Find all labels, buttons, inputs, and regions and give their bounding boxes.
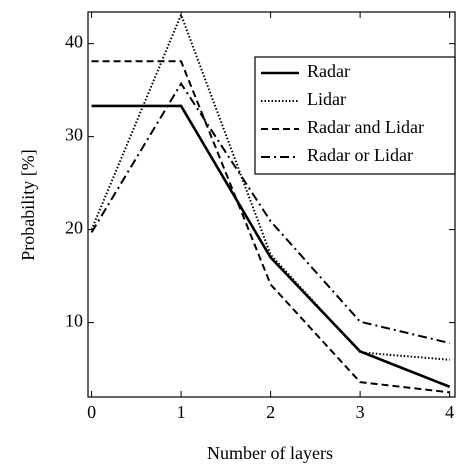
x-tick-label: 3 <box>356 402 365 422</box>
x-tick-label: 1 <box>177 402 186 422</box>
y-tick-label: 40 <box>65 32 83 52</box>
series-line <box>91 104 451 388</box>
x-axis-label: Number of layers <box>207 443 333 463</box>
x-tick-label: 0 <box>87 402 96 422</box>
legend-label: Lidar <box>307 89 346 109</box>
series-line <box>90 81 450 345</box>
x-tick-label: 2 <box>266 402 275 422</box>
legend-box <box>254 56 456 175</box>
x-tick-label: 4 <box>445 402 454 422</box>
y-tick-label: 10 <box>65 311 83 331</box>
y-tick-label: 30 <box>65 125 83 145</box>
plot-frame <box>87 11 456 398</box>
series-line <box>90 12 450 361</box>
y-tick-label: 20 <box>65 218 83 238</box>
y-axis-label: Probability [%] <box>18 149 38 260</box>
legend-label: Radar and Lidar <box>307 117 424 137</box>
legend-label: Radar or Lidar <box>307 145 413 165</box>
legend-label: Radar <box>307 61 350 81</box>
series-line <box>91 60 450 394</box>
